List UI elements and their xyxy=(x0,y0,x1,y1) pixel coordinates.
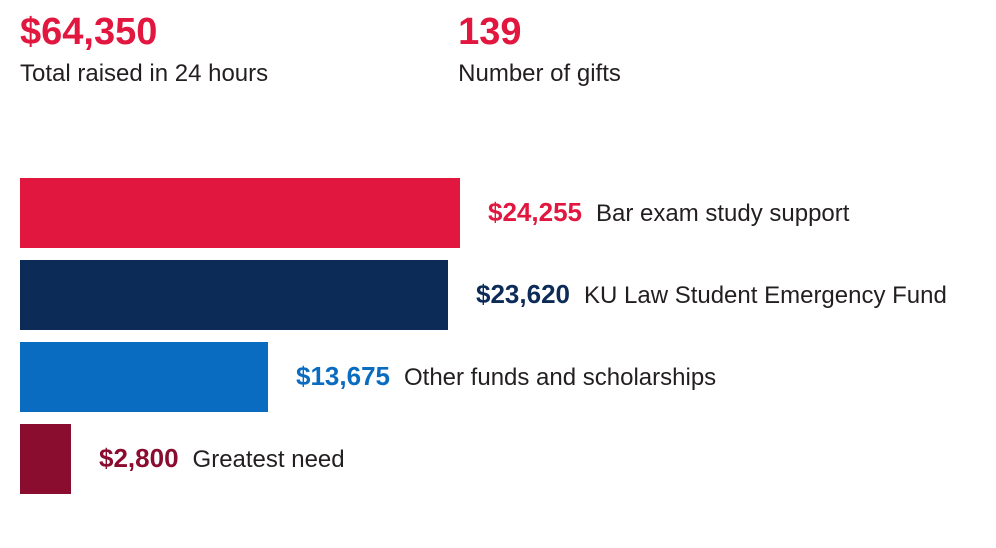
bar-amount: $13,675 xyxy=(296,361,390,392)
bar-row: $23,620 KU Law Student Emergency Fund xyxy=(20,260,976,330)
bar-amount: $23,620 xyxy=(476,279,570,310)
bar-amount: $24,255 xyxy=(488,197,582,228)
stat-label: Number of gifts xyxy=(458,60,621,88)
bar-row: $2,800 Greatest need xyxy=(20,424,976,494)
bar-label: KU Law Student Emergency Fund xyxy=(584,282,947,310)
stat-total-raised: $64,350 Total raised in 24 hours xyxy=(20,12,268,88)
bar-row: $13,675 Other funds and scholarships xyxy=(20,342,976,412)
stat-value: $64,350 xyxy=(20,12,268,54)
header-stats: $64,350 Total raised in 24 hours 139 Num… xyxy=(20,12,976,88)
bar-label: Bar exam study support xyxy=(596,200,849,228)
bar-chart: $24,255 Bar exam study support $23,620 KU L… xyxy=(20,178,976,494)
bar xyxy=(20,342,268,412)
stat-gift-count: 139 Number of gifts xyxy=(458,12,621,88)
bar-row: $24,255 Bar exam study support xyxy=(20,178,976,248)
stat-label: Total raised in 24 hours xyxy=(20,60,268,88)
bar-label: Other funds and scholarships xyxy=(404,364,716,392)
bar xyxy=(20,178,460,248)
bar xyxy=(20,424,71,494)
bar-text: $2,800 Greatest need xyxy=(99,443,345,474)
bar xyxy=(20,260,448,330)
bar-amount: $2,800 xyxy=(99,443,179,474)
bar-label: Greatest need xyxy=(193,446,345,474)
bar-text: $13,675 Other funds and scholarships xyxy=(296,361,716,392)
bar-text: $23,620 KU Law Student Emergency Fund xyxy=(476,279,947,310)
stat-value: 139 xyxy=(458,12,621,54)
bar-text: $24,255 Bar exam study support xyxy=(488,197,849,228)
